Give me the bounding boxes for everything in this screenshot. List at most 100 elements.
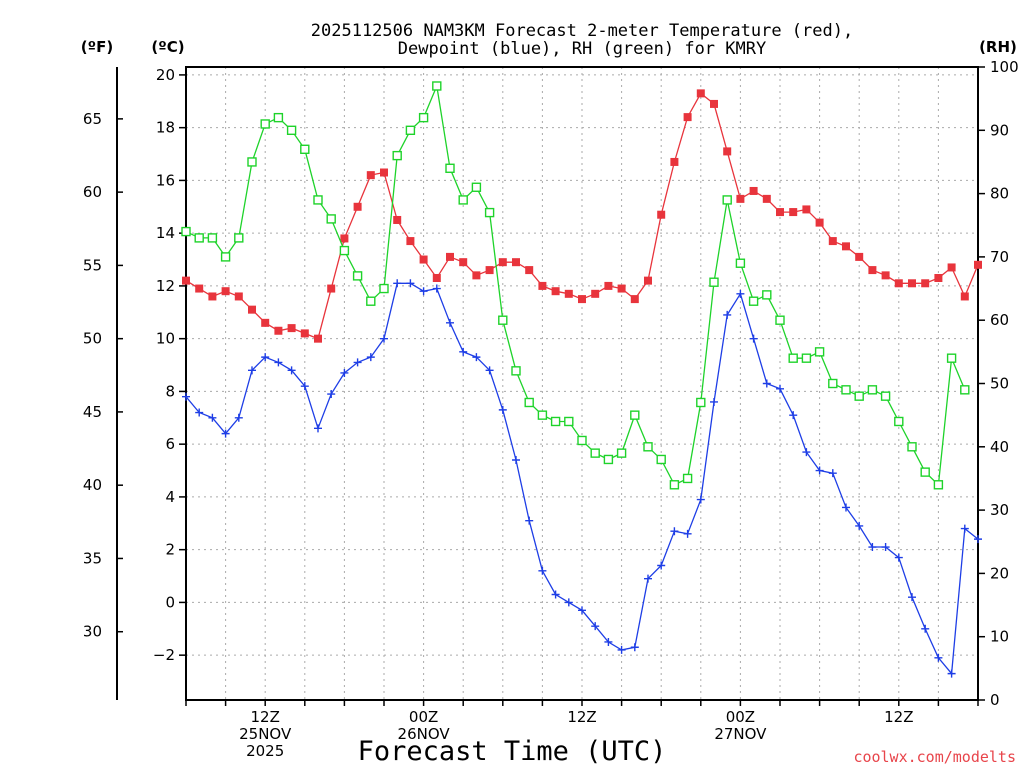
chart-title-line-1: 2025112506 NAM3KM Forecast 2-meter Tempe… (311, 21, 853, 41)
rh-point (405, 125, 416, 136)
rh-point (682, 473, 693, 484)
celsius-tick-label: 6 (165, 435, 175, 453)
rh-point (234, 233, 244, 243)
rh-point (880, 391, 891, 401)
rh-point (722, 195, 732, 205)
dewpoint-point (525, 516, 534, 525)
rh-point (524, 397, 534, 408)
rh-point (867, 385, 878, 395)
x-tick-label: 12Z (251, 708, 280, 726)
dewpoint-point (776, 384, 784, 393)
celsius-tick-label: 4 (165, 488, 175, 506)
x-tick-label: 2025 (246, 742, 284, 760)
dewpoint-point (934, 653, 943, 662)
celsius-tick-label: 16 (156, 171, 175, 189)
dewpoint-point (644, 574, 652, 583)
rh-point (709, 277, 719, 287)
dewpoint-point (287, 366, 296, 375)
rh-point (339, 245, 350, 256)
rh-point (273, 112, 284, 123)
dewpoint-point (749, 334, 758, 343)
dewpoint-point (512, 455, 520, 464)
temperature-point (393, 215, 402, 224)
dewpoint-point (406, 279, 415, 288)
temperature-point (776, 208, 784, 217)
dewpoint-point (366, 353, 375, 362)
rh-point (484, 207, 495, 218)
fahrenheit-tick-label: 50 (83, 330, 102, 348)
temperature-series (182, 89, 982, 343)
rh-point (366, 296, 376, 306)
dewpoint-point (947, 669, 956, 678)
data-series (181, 81, 982, 678)
rh-point (814, 347, 825, 357)
dewpoint-point (604, 637, 613, 646)
rh-point (550, 416, 561, 427)
rh-point (247, 157, 257, 167)
celsius-unit-label: (ºC) (151, 38, 184, 56)
temperature-point (868, 266, 877, 275)
rh-point (775, 315, 785, 325)
temperature-point (512, 258, 520, 267)
rh-point (933, 480, 944, 490)
x-tick-label: 12Z (884, 708, 913, 726)
temperature-point (644, 276, 652, 285)
dewpoint-point (221, 429, 230, 438)
dewpoint-point (630, 643, 639, 652)
temperature-point (446, 252, 454, 261)
rh-point (854, 391, 864, 401)
dewpoint-point (419, 287, 428, 296)
dewpoint-point (670, 527, 679, 536)
rh-point (590, 448, 600, 458)
temperature-point (261, 318, 270, 327)
chart-title-line-2: Dewpoint (blue), RH (green) for KMRY (398, 39, 766, 59)
temperature-point (485, 266, 494, 275)
dewpoint-point (564, 598, 573, 607)
temperature-point (881, 271, 890, 280)
temperature-point (551, 287, 560, 296)
celsius-tick-label: 18 (156, 119, 175, 137)
dewpoint-point (868, 543, 877, 552)
temperature-point (736, 194, 745, 203)
rh-point (418, 112, 429, 123)
dewpoint-point (710, 397, 718, 406)
dewpoint-point (894, 553, 903, 562)
temperature-point (234, 292, 243, 301)
temperature-point (947, 263, 956, 272)
dewpoint-series (182, 279, 982, 678)
rh-point (577, 435, 587, 446)
dewpoint-point (657, 561, 666, 570)
rh-tick-label: 50 (990, 375, 1009, 393)
temperature-point (287, 324, 296, 333)
rh-point (300, 144, 310, 154)
temperature-point (221, 287, 230, 296)
dewpoint-point (314, 424, 322, 433)
dewpoint-point (538, 566, 547, 575)
dewpoint-point (472, 353, 481, 362)
temperature-point (749, 186, 758, 195)
temperature-point (525, 266, 534, 275)
celsius-tick-label: 8 (165, 382, 175, 400)
dewpoint-point (617, 645, 626, 654)
x-tick-label: 00Z (726, 708, 755, 726)
dewpoint-point (802, 448, 811, 457)
temperature-point (498, 258, 507, 267)
fahrenheit-unit-label: (ºF) (81, 38, 113, 56)
rh-point (946, 353, 957, 363)
dewpoint-point (881, 543, 890, 552)
dewpoint-point (723, 310, 732, 319)
rh-point (656, 454, 666, 465)
dewpoint-point (393, 279, 402, 288)
dewpoint-point (208, 413, 217, 422)
temperature-point (300, 329, 309, 338)
temperature-point (670, 157, 679, 166)
rh-tick-label: 60 (990, 311, 1009, 329)
dewpoint-point (248, 366, 256, 375)
rh-point (841, 385, 851, 395)
temperature-point (274, 326, 283, 335)
temperature-point (710, 99, 718, 108)
temperature-point (630, 295, 639, 304)
rh-point (471, 182, 482, 192)
rh-point (564, 416, 574, 427)
temperature-point (406, 237, 415, 246)
